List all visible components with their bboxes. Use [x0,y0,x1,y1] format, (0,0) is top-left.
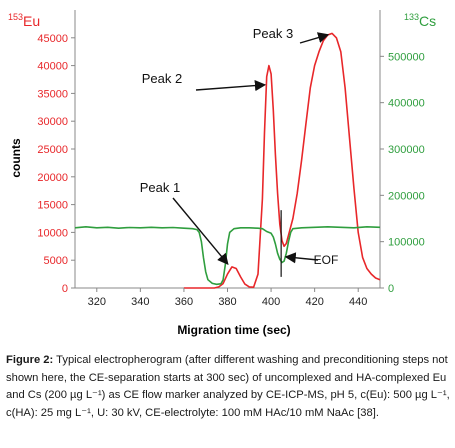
annotation-label: EOF [314,253,339,267]
electropherogram-chart: 0500010000150002000025000300003500040000… [8,10,436,337]
series-line-133cs [74,226,381,286]
left-tick-label: 20000 [37,172,68,184]
annotation-arrow [172,197,229,265]
left-axis: 0 5000 10000 15000 20000 25000 30000 35000 40000… [37,33,75,295]
right-axis: 0 100000 200000 300000 400000 500000 [380,51,425,295]
left-axis-title: 153Eu [8,12,40,29]
annotation-arrow [299,32,330,44]
left-tick-label: 25000 [37,144,68,156]
annotation-arrow [284,252,319,264]
left-tick-label: 0 [62,283,68,295]
annotation-label: Peak 1 [140,180,180,195]
right-axis-title: 133Cs [404,12,436,29]
series-line-153eu [183,32,381,289]
right-tick-label: 300000 [388,144,425,156]
series-layer [74,32,381,289]
x-tick-label: 420 [305,296,323,308]
annotation-label: Peak 2 [142,71,182,86]
right-tick-label: 400000 [388,98,425,110]
left-tick-label: 40000 [37,61,68,73]
right-axis-title-main: Cs [419,13,436,29]
caption-label: Figure 2: [6,354,54,366]
right-tick-label: 0 [388,283,394,295]
left-tick-label: 10000 [37,227,68,239]
left-axis-title-main: Eu [23,13,40,29]
left-tick-label: 45000 [37,33,68,45]
x-tick-label: 440 [349,296,367,308]
annotation-label: Peak 3 [253,26,293,41]
right-axis-title-sup: 133 [404,12,419,22]
left-tick-label: 30000 [37,116,68,128]
right-tick-label: 500000 [388,51,425,63]
annotation-arrow [195,79,267,92]
right-tick-label: 200000 [388,190,425,202]
x-tick-label: 340 [131,296,149,308]
x-tick-label: 360 [175,296,193,308]
x-axis: 320 340 360 380 400 420 440 [88,288,367,308]
figure-caption: Figure 2: Typical electropherogram (afte… [6,352,450,422]
left-tick-label: 5000 [44,255,68,267]
annotations: Peak 1 Peak 2 Peak 3 EOF [140,26,339,277]
left-tick-label: 15000 [37,200,68,212]
caption-text: Typical electropherogram (after differen… [6,354,450,419]
right-tick-label: 100000 [388,237,425,249]
left-axis-title-sup: 153 [8,12,23,22]
y-axis-label: counts [9,138,23,178]
x-tick-label: 400 [262,296,280,308]
x-tick-label: 380 [218,296,236,308]
left-tick-label: 35000 [37,88,68,100]
x-axis-label: Migration time (sec) [177,323,290,337]
x-tick-label: 320 [88,296,106,308]
